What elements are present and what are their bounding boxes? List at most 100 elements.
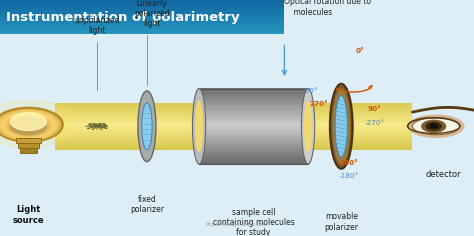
FancyBboxPatch shape [0, 2, 284, 4]
FancyBboxPatch shape [0, 17, 284, 18]
FancyBboxPatch shape [199, 126, 308, 129]
FancyBboxPatch shape [199, 139, 308, 141]
FancyBboxPatch shape [199, 101, 308, 104]
Circle shape [9, 116, 48, 136]
Ellipse shape [412, 118, 460, 135]
Ellipse shape [335, 96, 347, 157]
FancyBboxPatch shape [199, 159, 308, 161]
FancyBboxPatch shape [199, 93, 308, 96]
FancyBboxPatch shape [199, 91, 308, 93]
FancyBboxPatch shape [55, 105, 412, 106]
Text: 90°: 90° [367, 105, 382, 112]
FancyBboxPatch shape [199, 114, 308, 116]
FancyBboxPatch shape [0, 7, 284, 8]
FancyBboxPatch shape [0, 21, 284, 22]
Ellipse shape [138, 91, 156, 162]
FancyBboxPatch shape [199, 109, 308, 111]
Ellipse shape [301, 88, 315, 164]
FancyBboxPatch shape [55, 112, 412, 114]
Circle shape [1, 112, 55, 139]
Circle shape [0, 110, 59, 140]
FancyBboxPatch shape [199, 96, 308, 99]
Text: 270°: 270° [309, 101, 328, 107]
Text: -180°: -180° [338, 173, 358, 179]
FancyBboxPatch shape [55, 114, 412, 116]
Circle shape [0, 108, 62, 141]
FancyBboxPatch shape [0, 23, 284, 24]
FancyBboxPatch shape [0, 1, 284, 2]
FancyBboxPatch shape [0, 30, 284, 31]
Circle shape [11, 118, 46, 135]
FancyBboxPatch shape [199, 99, 308, 101]
FancyBboxPatch shape [199, 152, 308, 154]
FancyBboxPatch shape [0, 19, 284, 21]
FancyBboxPatch shape [199, 111, 308, 114]
Ellipse shape [192, 88, 206, 164]
Text: movable
polarizer: movable polarizer [324, 212, 358, 232]
FancyBboxPatch shape [199, 121, 308, 124]
FancyBboxPatch shape [55, 142, 412, 144]
FancyBboxPatch shape [55, 131, 412, 133]
FancyBboxPatch shape [0, 11, 284, 13]
FancyBboxPatch shape [55, 129, 412, 131]
FancyBboxPatch shape [0, 9, 284, 10]
FancyBboxPatch shape [18, 143, 39, 148]
Circle shape [430, 124, 438, 128]
FancyBboxPatch shape [55, 122, 412, 123]
Ellipse shape [142, 103, 152, 150]
FancyBboxPatch shape [0, 13, 284, 14]
FancyBboxPatch shape [0, 14, 284, 15]
FancyBboxPatch shape [0, 24, 284, 25]
FancyBboxPatch shape [0, 18, 284, 19]
Circle shape [2, 112, 55, 138]
Circle shape [0, 109, 60, 141]
FancyBboxPatch shape [16, 138, 41, 143]
FancyBboxPatch shape [55, 123, 412, 125]
Text: Linearly
polarized
light: Linearly polarized light [134, 0, 170, 28]
Circle shape [7, 115, 50, 136]
FancyBboxPatch shape [0, 22, 284, 23]
FancyBboxPatch shape [0, 32, 284, 33]
FancyBboxPatch shape [199, 129, 308, 131]
FancyBboxPatch shape [0, 29, 284, 30]
FancyBboxPatch shape [55, 120, 412, 122]
FancyBboxPatch shape [199, 134, 308, 136]
Text: detector: detector [425, 170, 461, 179]
Circle shape [0, 111, 56, 139]
Text: sample cell
containing molecules
for study: sample cell containing molecules for stu… [213, 208, 294, 236]
FancyBboxPatch shape [55, 110, 412, 112]
Ellipse shape [304, 100, 312, 152]
Circle shape [0, 100, 76, 148]
Text: Instrumentation of polarimetry: Instrumentation of polarimetry [6, 11, 239, 24]
Circle shape [10, 117, 47, 135]
FancyBboxPatch shape [199, 149, 308, 152]
FancyBboxPatch shape [199, 144, 308, 146]
FancyBboxPatch shape [199, 156, 308, 159]
Circle shape [0, 110, 58, 140]
FancyBboxPatch shape [0, 6, 284, 7]
FancyBboxPatch shape [55, 118, 412, 120]
Circle shape [0, 107, 64, 142]
Ellipse shape [332, 88, 350, 164]
Text: 180°: 180° [339, 160, 358, 166]
Circle shape [8, 116, 49, 136]
Text: Priyamstudycentre.com: Priyamstudycentre.com [206, 222, 268, 227]
Text: -90°: -90° [303, 88, 318, 94]
FancyBboxPatch shape [199, 88, 308, 91]
FancyBboxPatch shape [55, 106, 412, 108]
FancyBboxPatch shape [0, 16, 284, 17]
FancyBboxPatch shape [0, 15, 284, 16]
FancyBboxPatch shape [55, 116, 412, 118]
FancyBboxPatch shape [0, 0, 284, 1]
FancyBboxPatch shape [199, 116, 308, 119]
Circle shape [10, 113, 46, 131]
Text: 0°: 0° [356, 48, 365, 54]
Circle shape [0, 107, 63, 142]
FancyBboxPatch shape [55, 146, 412, 148]
Circle shape [3, 113, 54, 138]
Text: Light
source: Light source [13, 205, 44, 225]
Ellipse shape [195, 100, 203, 152]
FancyBboxPatch shape [55, 139, 412, 140]
Text: -270°: -270° [365, 120, 384, 126]
FancyBboxPatch shape [55, 133, 412, 135]
